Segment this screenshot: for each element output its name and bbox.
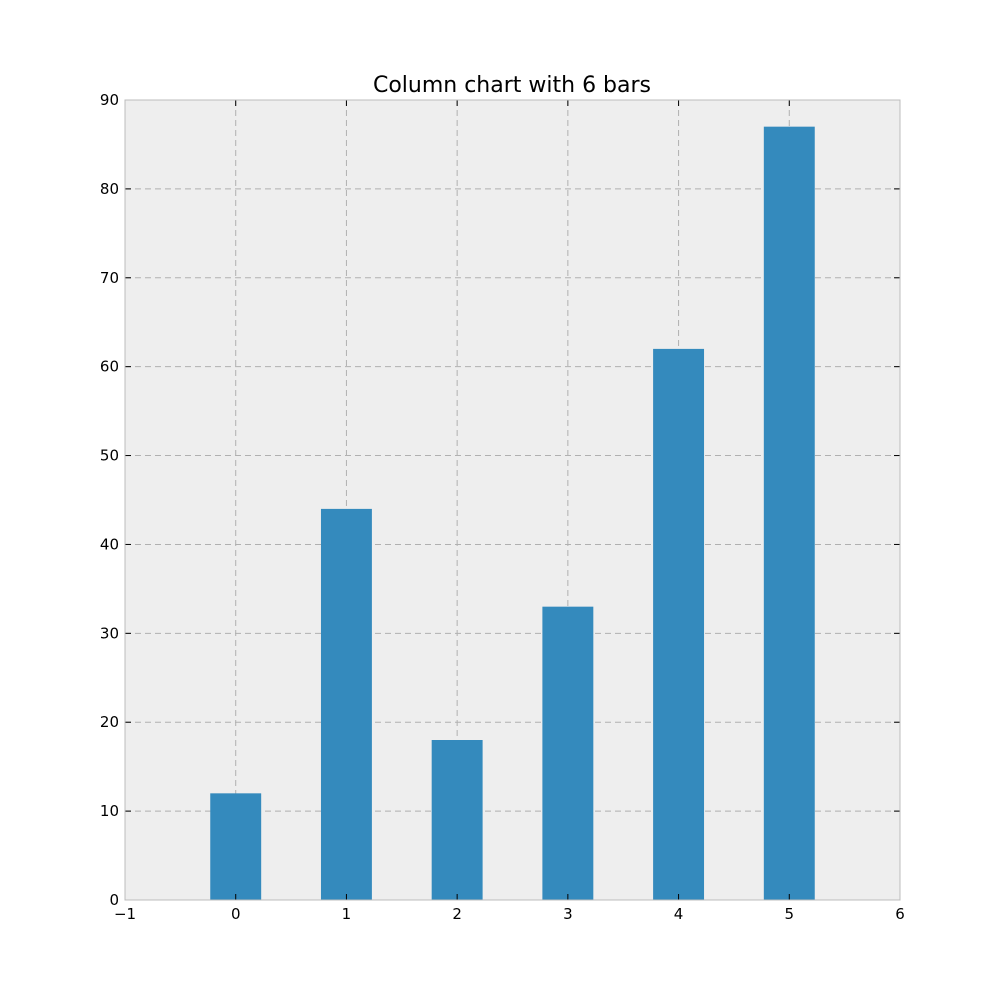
- y-tick-label: 30: [100, 624, 119, 642]
- bar-5: [763, 126, 815, 900]
- x-tick-label: 3: [563, 905, 573, 923]
- bar-3: [542, 606, 594, 900]
- x-tick-label: 6: [895, 905, 905, 923]
- y-tick-label: 80: [100, 180, 119, 198]
- y-tick-label: 0: [109, 891, 119, 909]
- bar-1: [320, 508, 372, 900]
- bar-2: [431, 740, 483, 900]
- x-tick-label: 0: [231, 905, 241, 923]
- plot-frame: [124, 99, 901, 901]
- x-tick-label: 4: [674, 905, 684, 923]
- chart-title: Column chart with 6 bars: [373, 73, 651, 98]
- y-tick-label: 90: [100, 91, 119, 109]
- y-tick-label: 60: [100, 358, 119, 376]
- bar-0: [210, 793, 262, 900]
- y-tick-label: 70: [100, 269, 119, 287]
- x-tick-label: 5: [785, 905, 795, 923]
- bar-4: [653, 348, 705, 900]
- x-tick-labels: −1 0 1 2 3 4 5 6: [114, 905, 905, 923]
- bars: [210, 126, 815, 900]
- y-tick-label: 10: [100, 802, 119, 820]
- y-tick-label: 40: [100, 535, 119, 553]
- y-tick-labels: 0 10 20 30 40 50 60 70 80 90: [100, 91, 119, 909]
- x-tick-label: 2: [452, 905, 462, 923]
- y-tick-label: 20: [100, 713, 119, 731]
- x-tick-label: 1: [342, 905, 352, 923]
- y-tick-label: 50: [100, 447, 119, 465]
- x-tick-label: −1: [114, 905, 136, 923]
